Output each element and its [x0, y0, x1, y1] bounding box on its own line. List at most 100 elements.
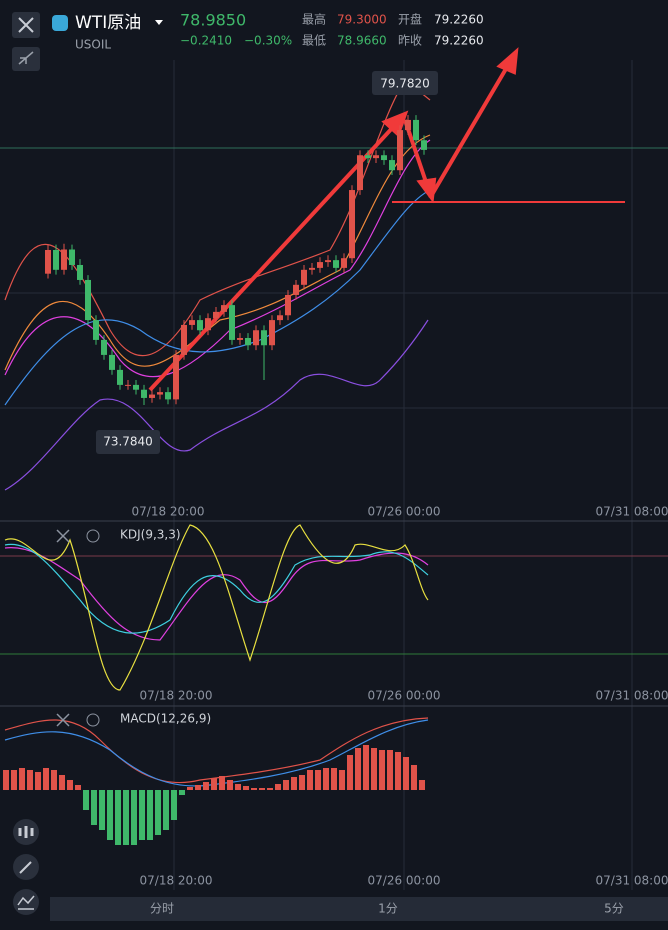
macd-bar	[51, 770, 57, 790]
candle-body	[197, 320, 203, 331]
candle-body	[93, 320, 99, 340]
pen-icon	[19, 861, 32, 874]
stat-value: 78.9660	[337, 34, 387, 48]
time-label: 07/18 20:00	[140, 689, 213, 703]
dropdown-arrow[interactable]	[155, 20, 163, 25]
macd-bar	[347, 755, 353, 790]
price: 78.9850	[180, 11, 246, 30]
macd-bar	[307, 770, 313, 790]
macd-bar	[283, 780, 289, 790]
candle-body	[357, 155, 363, 191]
macd-bar	[363, 745, 369, 790]
candle-body	[397, 130, 403, 171]
macd-bar	[75, 785, 81, 790]
candle-body	[141, 389, 147, 398]
candle-body	[109, 354, 115, 370]
line-icon	[17, 895, 35, 910]
change-pct: −0.30%	[244, 34, 292, 48]
close-icon	[18, 17, 34, 33]
candle-body	[229, 305, 235, 340]
macd-bar	[371, 748, 377, 790]
close-panel[interactable]	[56, 713, 70, 727]
candle-body	[221, 305, 227, 312]
macd-bar	[323, 768, 329, 790]
tab[interactable]: 1分	[378, 902, 398, 916]
candle-body	[125, 384, 131, 386]
stat-value: 79.3000	[337, 13, 387, 27]
macd-bar	[267, 788, 273, 790]
candle-body	[333, 260, 339, 268]
macd-bar	[171, 790, 177, 820]
candle-body	[157, 392, 163, 395]
macd-bar	[59, 775, 65, 790]
macd-bar	[147, 790, 153, 840]
macd-bar	[27, 770, 33, 790]
candle-body	[213, 311, 219, 319]
candle-body	[69, 249, 75, 265]
macd-bar	[131, 790, 137, 845]
macd-bar	[43, 768, 49, 790]
close-panel[interactable]	[56, 529, 70, 543]
candle-body	[373, 155, 379, 159]
candle-body	[293, 284, 299, 295]
macd-bar	[395, 752, 401, 790]
macd-bar	[139, 790, 145, 840]
macd-bar	[35, 772, 41, 790]
macd-bar	[203, 782, 209, 790]
candle-body	[181, 324, 187, 355]
stat-label: 最低	[302, 34, 326, 48]
stat-label: 最高	[302, 12, 326, 27]
candle-body	[237, 337, 243, 340]
candle-body	[165, 392, 171, 400]
candle-body	[341, 258, 347, 268]
candle-body	[261, 330, 267, 346]
candle-body	[325, 260, 331, 263]
candle-body	[317, 262, 323, 268]
macd-bar	[403, 757, 409, 790]
time-label: 07/31 08:00	[596, 689, 668, 703]
macd-bar	[11, 770, 17, 790]
candle-icon	[18, 826, 34, 838]
time-label: 07/18 20:00	[132, 505, 205, 519]
stat-value: 79.2260	[434, 13, 484, 27]
settings-icon[interactable]	[86, 529, 100, 543]
macd-bar	[211, 778, 217, 790]
candle-body	[77, 264, 83, 280]
candle-body	[189, 320, 195, 325]
panel-label: MACD(12,26,9)	[120, 712, 211, 726]
candle-body	[381, 155, 387, 161]
tab-bar	[50, 897, 668, 921]
time-label: 07/31 08:00	[596, 874, 668, 888]
candle-body	[101, 339, 107, 355]
macd-bar	[259, 788, 265, 790]
symbol-icon	[52, 15, 68, 31]
macd-bar	[83, 790, 89, 810]
candle-body	[269, 320, 275, 346]
macd-bar	[291, 777, 297, 790]
candle-body	[285, 294, 291, 316]
candle-body	[309, 267, 315, 270]
candle-body	[277, 315, 283, 321]
tab[interactable]: 5分	[604, 902, 624, 916]
candle-body	[149, 394, 155, 398]
macd-bar	[315, 770, 321, 790]
macd-bar	[155, 790, 161, 835]
candle-body	[421, 140, 427, 150]
macd-bar	[339, 770, 345, 790]
macd-bar	[187, 787, 193, 790]
candle-body	[253, 330, 259, 346]
macd-bar	[251, 788, 257, 790]
symbol: USOIL	[75, 38, 111, 52]
tab[interactable]: 分时	[150, 902, 174, 916]
time-label: 07/26 00:00	[368, 689, 441, 703]
candle-body	[245, 337, 251, 346]
macd-bar	[67, 780, 73, 790]
stat-label: 开盘	[398, 12, 422, 27]
settings-icon[interactable]	[86, 713, 100, 727]
title[interactable]: WTI原油	[75, 13, 141, 33]
candle-body	[61, 249, 67, 270]
macd-bar	[355, 748, 361, 790]
macd-bar	[243, 786, 249, 790]
candle-body	[53, 249, 59, 270]
